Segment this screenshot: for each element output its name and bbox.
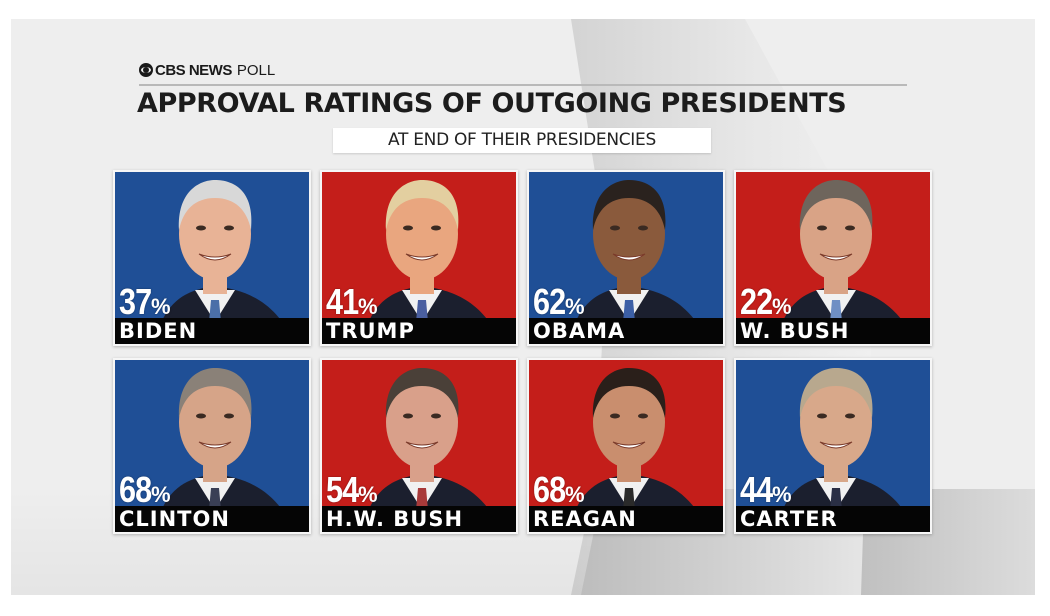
portrait-smile (819, 441, 853, 449)
portrait-smile (405, 441, 439, 449)
approval-percentage: 44% (740, 472, 792, 508)
name-bar (322, 318, 516, 344)
president-name: REAGAN (533, 507, 637, 531)
name-bar (529, 506, 723, 532)
approval-value: 54 (326, 469, 359, 510)
approval-value: 68 (119, 469, 152, 510)
president-name: CARTER (740, 507, 838, 531)
portrait-hair (799, 180, 873, 230)
president-name: H.W. BUSH (326, 507, 464, 531)
logo-suffix: POLL (236, 61, 276, 79)
approval-value: 41 (326, 281, 359, 322)
percent-sign: % (358, 482, 378, 507)
chart-subtitle: AT END OF THEIR PRESIDENCIES (333, 128, 711, 153)
percent-sign: % (565, 294, 585, 319)
portrait-face (800, 376, 872, 468)
portrait-face (179, 376, 251, 468)
president-card: 22% W. BUSH (734, 170, 932, 346)
percent-sign: % (358, 294, 378, 319)
portrait-smile (405, 253, 439, 261)
president-card: 41% TRUMP (320, 170, 518, 346)
approval-percentage: 62% (533, 284, 585, 320)
approval-value: 62 (533, 281, 566, 322)
portrait-hair (799, 368, 873, 418)
portrait-eye-left (817, 413, 827, 419)
portrait-eye-left (196, 413, 206, 419)
header-divider (139, 84, 907, 86)
percent-sign: % (772, 294, 792, 319)
approval-value: 37 (119, 281, 152, 322)
president-name: OBAMA (533, 319, 626, 343)
name-bar (115, 506, 309, 532)
approval-percentage: 37% (119, 284, 171, 320)
percent-sign: % (151, 294, 171, 319)
portrait-eye-left (610, 225, 620, 231)
portrait-hair (385, 180, 459, 230)
portrait-eye-right (845, 225, 855, 231)
name-bar (115, 318, 309, 344)
portrait-eye-left (610, 413, 620, 419)
portrait-face (593, 376, 665, 468)
president-card: 37% BIDEN (113, 170, 311, 346)
approval-percentage: 68% (119, 472, 171, 508)
portrait-eye-right (638, 225, 648, 231)
chart-title: APPROVAL RATINGS OF OUTGOING PRESIDENTS (137, 88, 847, 119)
portrait-smile (612, 253, 646, 261)
portrait-hair (592, 180, 666, 230)
president-card: 62% OBAMA (527, 170, 725, 346)
name-bar (529, 318, 723, 344)
portrait-face (593, 188, 665, 280)
portrait-eye-left (817, 225, 827, 231)
portrait-hair (178, 368, 252, 418)
portrait-eye-right (431, 413, 441, 419)
president-card: 68% CLINTON (113, 358, 311, 534)
president-name: TRUMP (326, 319, 415, 343)
portrait-eye-right (224, 225, 234, 231)
approval-value: 22 (740, 281, 773, 322)
president-name: BIDEN (119, 319, 198, 343)
logo-brand: CBS NEWS (155, 61, 232, 79)
portrait-eye-right (224, 413, 234, 419)
portrait-hair (178, 180, 252, 230)
cbs-news-poll-logo: CBS NEWS POLL (139, 60, 275, 80)
portrait-smile (612, 441, 646, 449)
portrait-hair (592, 368, 666, 418)
portrait-face (386, 188, 458, 280)
president-grid: 37% BIDEN 41% TRUMP 62% OBAMA 22% W. BUSH 68% CLI… (113, 170, 932, 534)
approval-value: 68 (533, 469, 566, 510)
approval-percentage: 22% (740, 284, 792, 320)
portrait-eye-right (431, 225, 441, 231)
portrait-face (386, 376, 458, 468)
cbs-eye-icon (139, 63, 153, 77)
portrait-eye-left (196, 225, 206, 231)
approval-percentage: 68% (533, 472, 585, 508)
portrait-smile (198, 441, 232, 449)
portrait-hair (385, 368, 459, 418)
portrait-eye-left (403, 225, 413, 231)
president-card: 54% H.W. BUSH (320, 358, 518, 534)
name-bar (736, 506, 930, 532)
name-bar (736, 318, 930, 344)
portrait-face (179, 188, 251, 280)
approval-percentage: 54% (326, 472, 378, 508)
portrait-eye-right (845, 413, 855, 419)
chart-header: CBS NEWS POLL APPROVAL RATINGS OF OUTGOI… (0, 0, 1050, 160)
portrait-eye-right (638, 413, 648, 419)
portrait-face (800, 188, 872, 280)
president-name: CLINTON (119, 507, 230, 531)
name-bar (322, 506, 516, 532)
president-card: 44% CARTER (734, 358, 932, 534)
percent-sign: % (151, 482, 171, 507)
president-card: 68% REAGAN (527, 358, 725, 534)
portrait-smile (198, 253, 232, 261)
approval-value: 44 (740, 469, 773, 510)
percent-sign: % (772, 482, 792, 507)
president-name: W. BUSH (740, 319, 850, 343)
approval-percentage: 41% (326, 284, 378, 320)
percent-sign: % (565, 482, 585, 507)
portrait-smile (819, 253, 853, 261)
portrait-eye-left (403, 413, 413, 419)
